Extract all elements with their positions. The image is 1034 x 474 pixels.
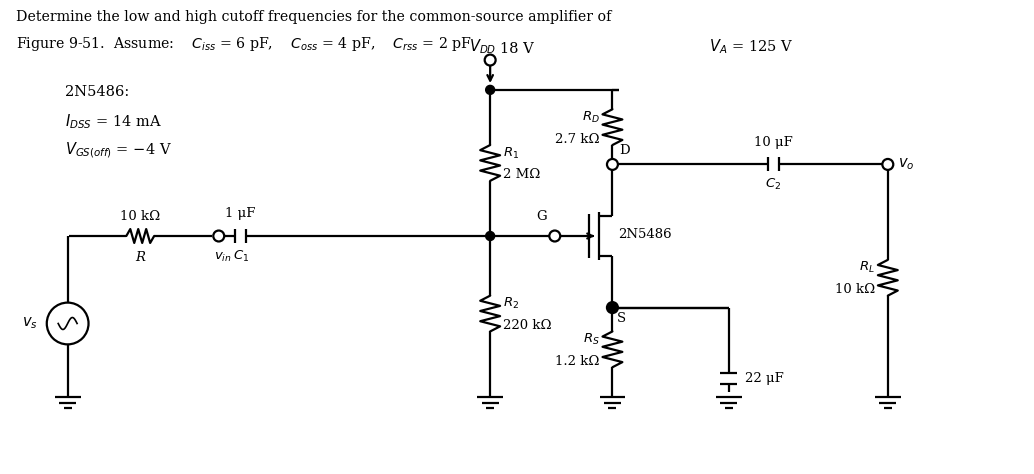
Text: Figure 9-51.  Assume:    $C_{iss}$ = 6 pF,    $C_{oss}$ = 4 pF,    $C_{rss}$ = 2: Figure 9-51. Assume: $C_{iss}$ = 6 pF, $… <box>16 35 472 53</box>
Text: 1.2 kΩ: 1.2 kΩ <box>555 355 600 368</box>
Circle shape <box>882 159 893 170</box>
Text: $C_1$: $C_1$ <box>233 249 249 264</box>
Text: 1 μF: 1 μF <box>225 207 255 220</box>
Text: $C_2$: $C_2$ <box>765 177 782 192</box>
Text: 10 μF: 10 μF <box>754 136 793 148</box>
Text: 2N5486: 2N5486 <box>618 228 672 240</box>
Text: S: S <box>616 311 626 325</box>
Text: 18 V: 18 V <box>500 42 534 56</box>
Circle shape <box>486 231 494 240</box>
Text: 2.7 kΩ: 2.7 kΩ <box>555 133 600 146</box>
Circle shape <box>607 302 618 313</box>
Text: $R_2$: $R_2$ <box>504 296 519 311</box>
Text: Determine the low and high cutoff frequencies for the common-source amplifier of: Determine the low and high cutoff freque… <box>16 10 611 24</box>
Circle shape <box>608 303 617 312</box>
Circle shape <box>607 159 618 170</box>
Text: $V_{DD}$: $V_{DD}$ <box>468 37 496 56</box>
Text: D: D <box>619 145 630 157</box>
Text: $R_1$: $R_1$ <box>504 146 519 161</box>
Text: 10 kΩ: 10 kΩ <box>834 283 875 296</box>
Text: $v_{in}$: $v_{in}$ <box>214 251 232 264</box>
Text: R: R <box>135 251 145 264</box>
Text: G: G <box>537 210 547 223</box>
Text: 2 MΩ: 2 MΩ <box>504 168 541 182</box>
Text: $V_A$ = 125 V: $V_A$ = 125 V <box>709 37 793 56</box>
Text: $R_D$: $R_D$ <box>581 109 600 125</box>
Circle shape <box>213 230 224 241</box>
Text: 22 μF: 22 μF <box>746 372 784 385</box>
Text: $I_{DSS}$ = 14 mA: $I_{DSS}$ = 14 mA <box>65 113 161 131</box>
Text: 2N5486:: 2N5486: <box>65 85 129 99</box>
Circle shape <box>485 55 495 65</box>
Text: $R_L$: $R_L$ <box>859 260 875 275</box>
Text: $V_{GS(off)}$ = $-$4 V: $V_{GS(off)}$ = $-$4 V <box>65 141 172 160</box>
Text: $R_S$: $R_S$ <box>583 332 600 347</box>
Circle shape <box>549 230 560 241</box>
Text: $v_o$: $v_o$ <box>898 156 914 172</box>
Text: 10 kΩ: 10 kΩ <box>120 210 160 223</box>
Text: 220 kΩ: 220 kΩ <box>504 319 551 332</box>
Circle shape <box>486 85 494 94</box>
Text: $v_s$: $v_s$ <box>22 316 38 331</box>
